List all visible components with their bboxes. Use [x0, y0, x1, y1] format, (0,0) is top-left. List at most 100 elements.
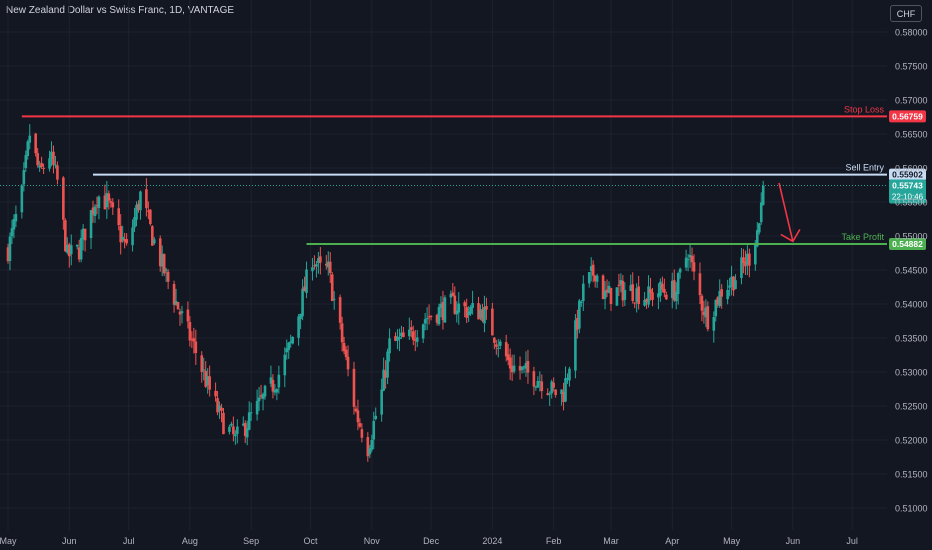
- candle: [706, 306, 710, 330]
- price-tag-label: 0.56759: [892, 111, 923, 121]
- candle: [629, 285, 633, 291]
- candle: [342, 342, 346, 352]
- candle: [186, 309, 190, 322]
- candle: [232, 426, 235, 435]
- y-tick-label: 0.58000: [895, 28, 928, 38]
- x-tick-label: Apr: [665, 536, 679, 546]
- candle: [728, 285, 731, 288]
- candle: [607, 285, 611, 294]
- candle: [259, 395, 263, 397]
- candle: [285, 348, 289, 353]
- candle: [62, 177, 65, 220]
- candle: [194, 341, 198, 354]
- candle: [732, 276, 735, 291]
- candle: [38, 165, 41, 168]
- candle: [603, 290, 607, 299]
- candle: [28, 135, 32, 143]
- candle: [755, 230, 759, 247]
- x-tick-label: Nov: [364, 536, 381, 546]
- price-tag: [889, 110, 926, 123]
- candle: [315, 264, 318, 267]
- x-tick-label: Dec: [423, 536, 440, 546]
- candle: [125, 239, 128, 244]
- y-tick-label: 0.52500: [895, 402, 928, 412]
- candle: [730, 276, 733, 287]
- candle: [188, 321, 192, 341]
- y-tick-label: 0.51000: [895, 504, 928, 514]
- last-price-tag: [889, 179, 926, 204]
- candle: [192, 338, 196, 342]
- candle: [427, 316, 431, 318]
- candle: [633, 302, 637, 304]
- candle: [22, 170, 26, 185]
- candle: [50, 151, 53, 159]
- candle: [421, 324, 425, 339]
- x-tick-label: Jul: [123, 536, 135, 546]
- candle: [105, 193, 109, 208]
- candle: [704, 307, 708, 318]
- candle: [208, 376, 211, 390]
- candle: [40, 163, 43, 167]
- candle: [206, 375, 209, 386]
- candle: [443, 297, 447, 323]
- candle: [107, 193, 111, 201]
- candle: [520, 366, 524, 370]
- candle: [121, 237, 124, 241]
- y-tick-label: 0.55500: [895, 198, 928, 208]
- candle: [568, 368, 571, 381]
- candle: [716, 297, 720, 305]
- countdown-label: 22:10:46: [892, 192, 924, 201]
- candle: [111, 202, 115, 208]
- candle: [103, 195, 107, 210]
- candle: [220, 407, 223, 411]
- x-tick-label: Jun: [786, 536, 801, 546]
- candle: [291, 336, 294, 344]
- candle: [89, 210, 93, 238]
- candle: [382, 369, 385, 391]
- candle: [36, 153, 39, 166]
- candle: [512, 365, 516, 372]
- candle: [299, 313, 302, 319]
- candle: [340, 323, 344, 343]
- candle: [437, 306, 441, 325]
- candle: [714, 299, 718, 317]
- candle: [303, 286, 306, 292]
- candle: [287, 342, 291, 351]
- candle: [726, 289, 729, 300]
- candle: [263, 385, 267, 397]
- candle: [247, 412, 251, 430]
- candle: [742, 257, 745, 264]
- candle: [665, 294, 668, 300]
- candle: [532, 371, 536, 387]
- candle: [75, 244, 79, 247]
- candle: [330, 274, 334, 301]
- candle: [637, 286, 640, 305]
- candle: [471, 302, 474, 308]
- candle: [172, 283, 176, 305]
- candle: [311, 267, 314, 272]
- currency-button[interactable]: CHF: [890, 5, 922, 22]
- candle: [479, 309, 482, 318]
- candle: [493, 337, 496, 343]
- candle: [162, 254, 166, 274]
- candle: [425, 318, 429, 320]
- candle: [550, 381, 553, 394]
- candle: [384, 370, 387, 378]
- candle: [587, 272, 591, 284]
- candle: [676, 273, 680, 295]
- candle: [97, 196, 101, 209]
- candle: [498, 341, 502, 346]
- candle: [366, 437, 370, 457]
- candle: [261, 394, 265, 399]
- y-tick-label: 0.55000: [895, 232, 928, 242]
- chart-grid: [0, 0, 887, 530]
- candle: [346, 356, 350, 370]
- candle: [536, 380, 540, 388]
- candle: [659, 281, 662, 296]
- candle: [83, 228, 87, 241]
- candle: [672, 280, 676, 301]
- candle: [757, 223, 761, 233]
- candle: [6, 247, 10, 262]
- y-tick-label: 0.56500: [895, 130, 928, 140]
